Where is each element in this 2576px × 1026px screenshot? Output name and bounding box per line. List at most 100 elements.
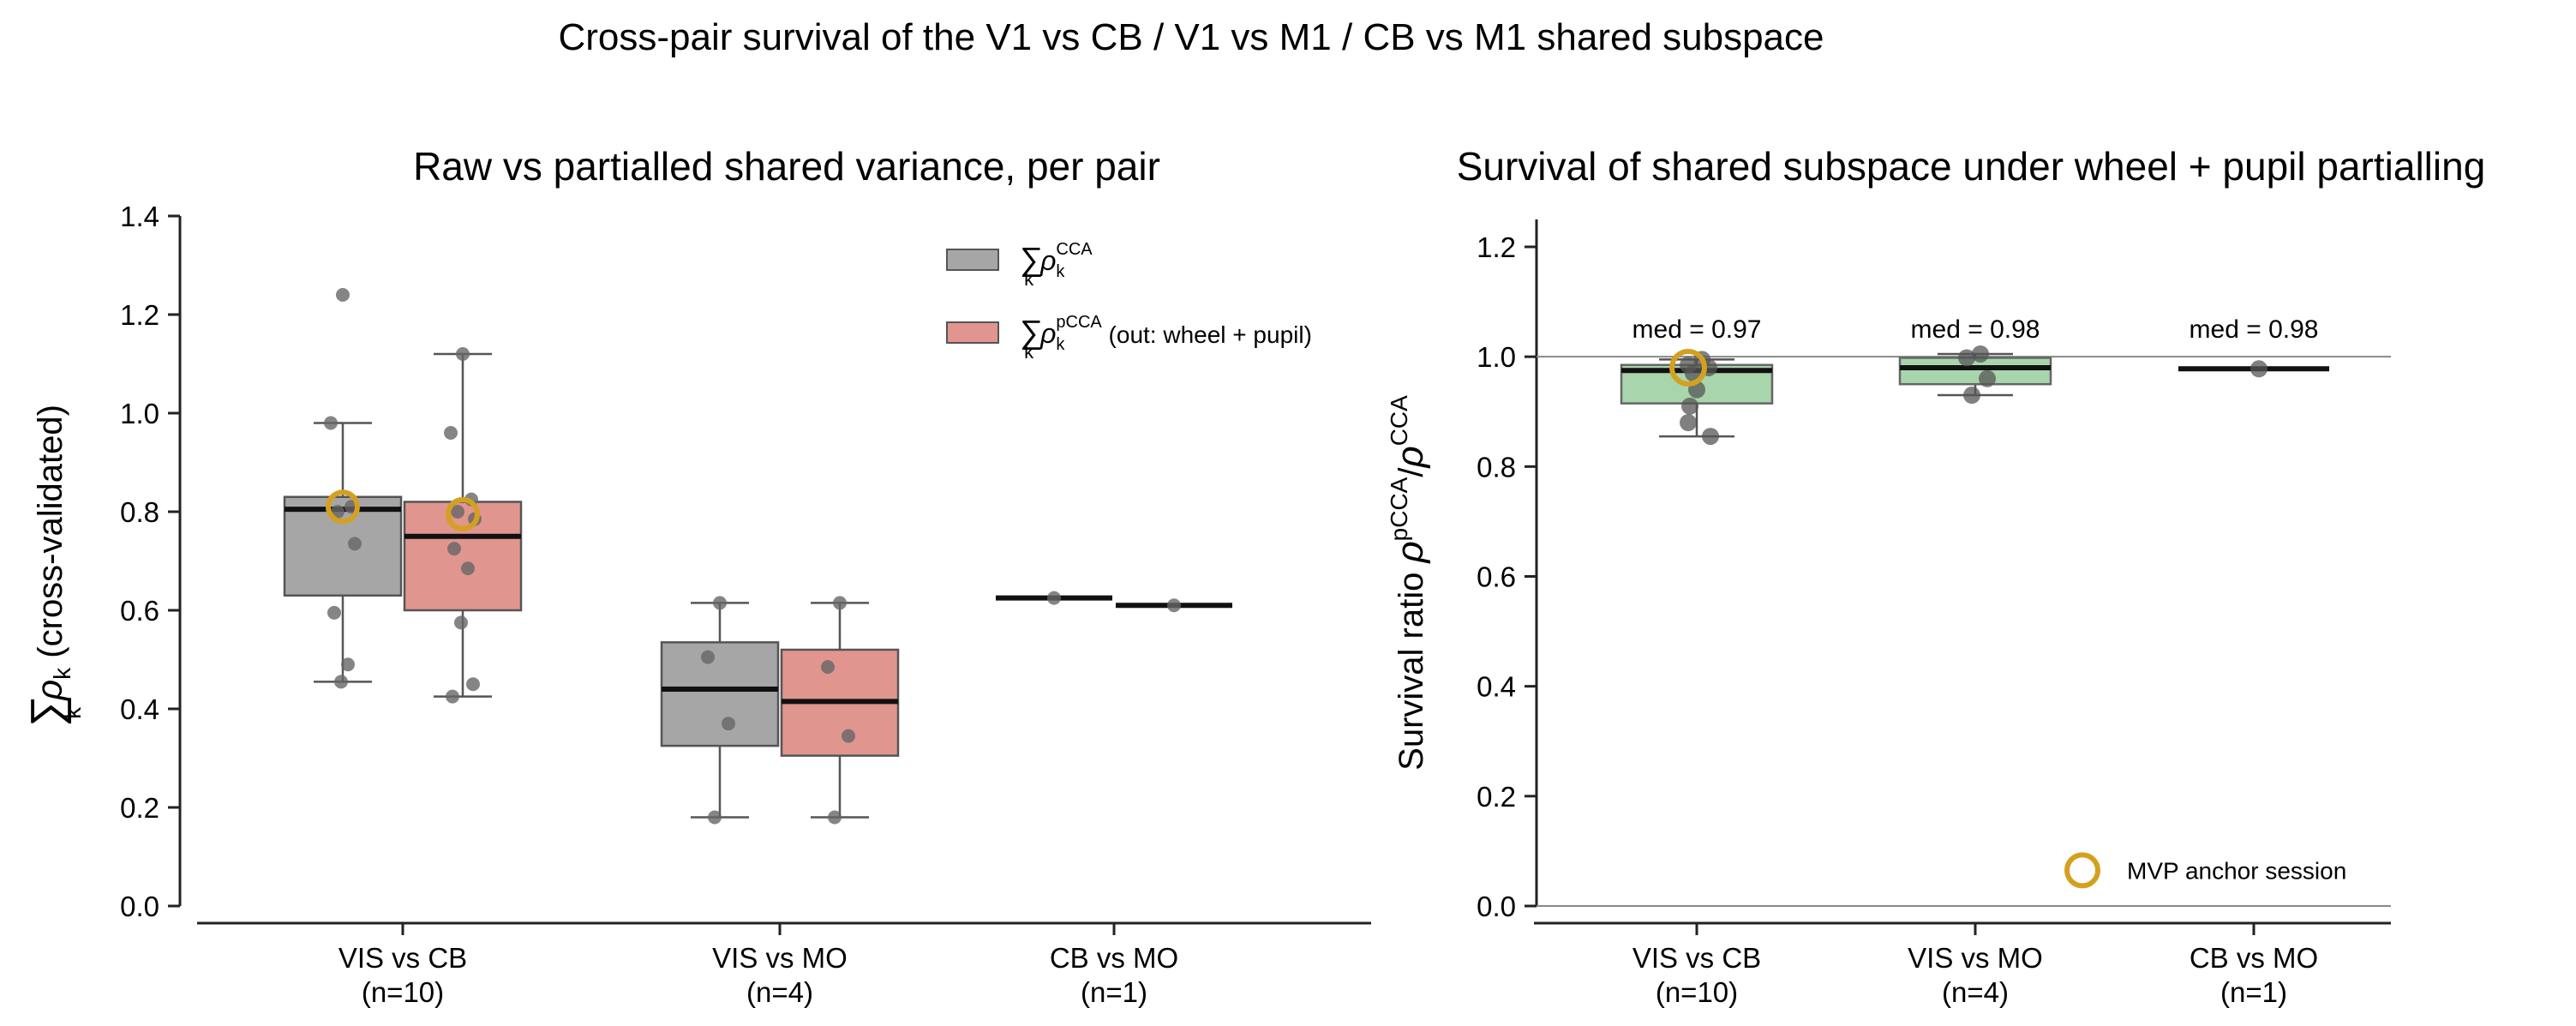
left-x-tick-n: (n=10): [362, 976, 444, 1008]
left-y-axis-label: ∑kρk (cross-validated): [22, 405, 86, 727]
anchor-marker: [1669, 348, 1707, 387]
legend-sum-index: k: [1024, 341, 1034, 363]
right-axes: 0.0 0.2 0.4 0.6 0.8 1.0 1.2 VIS vs CB(n=10) VIS …: [1477, 219, 2391, 1008]
data-point: [708, 810, 722, 825]
data-point: [454, 615, 468, 630]
y-label-superscript-numerator: pCCA: [1386, 477, 1412, 541]
median-label: med = 0.97: [1632, 315, 1762, 344]
data-point: [833, 596, 847, 610]
data-point: [2250, 360, 2267, 378]
left-y-tick-label: 1.4: [120, 201, 159, 232]
left-x-tick-label: VIS vs CB: [338, 942, 467, 974]
panel-survival: Survival of shared subspace under wheel …: [1386, 144, 2485, 1008]
data-point: [1958, 349, 1975, 367]
legend-rho-symbol: ρ: [1039, 245, 1056, 276]
data-point: [331, 505, 344, 519]
right-x-tick-label: VIS vs CB: [1632, 942, 1761, 974]
left-y-tick-label: 0.4: [120, 693, 159, 725]
right-legend: MVP anchor session: [2064, 852, 2346, 889]
data-point: [444, 426, 458, 440]
left-x-tick-label: VIS vs MO: [712, 942, 848, 974]
legend-label: ∑ kρkCCA: [1020, 240, 1093, 290]
y-label-rho-symbol: ρ: [1389, 541, 1431, 564]
legend-rho-symbol: ρ: [1039, 318, 1056, 349]
left-x-tick-label: CB vs MO: [1050, 942, 1178, 974]
right-y-axis-label: Survival ratio ρpCCA/ρCCA: [1386, 395, 1431, 771]
right-x-tick-n: (n=10): [1656, 976, 1738, 1008]
left-legend: ∑ kρkCCA∑ kρkpCCA (out: wheel + pupil): [946, 240, 1312, 363]
data-point: [341, 657, 355, 672]
data-point: [447, 542, 461, 556]
legend-suffix: (out: wheel + pupil): [1102, 321, 1312, 348]
y-label-sum-index: k: [59, 706, 86, 719]
left-panel-title: Raw vs partialled shared variance, per p…: [413, 144, 1160, 189]
y-label-text: (cross-validated): [32, 405, 69, 668]
data-point: [456, 347, 470, 361]
data-point: [1047, 591, 1061, 605]
y-label-sum-symbol: ∑: [22, 695, 72, 727]
legend-rho-index: k: [1056, 262, 1065, 281]
right-y-tick-label: 0.6: [1477, 561, 1516, 593]
right-y-tick-label: 1.2: [1477, 231, 1516, 263]
data-point: [842, 729, 855, 743]
box-iqr: [1898, 357, 2052, 386]
left-axes: 0.0 0.2 0.4 0.6 0.8 1.0 1.2 1.4 VIS vs CB(n=10) V…: [120, 201, 1371, 1008]
data-point: [348, 537, 362, 551]
right-panel-title: Survival of shared subspace under wheel …: [1457, 144, 2486, 189]
right-x-tick-n: (n=4): [1942, 976, 2009, 1008]
median-label: med = 0.98: [1911, 315, 2040, 344]
left-y-tick-label: 0.0: [120, 891, 159, 922]
legend-swatch: [946, 321, 999, 344]
right-x-tick-label: VIS vs MO: [1908, 942, 2043, 974]
legend-sum-symbol: ∑: [1020, 315, 1043, 351]
data-point: [1685, 364, 1702, 382]
legend-sum-symbol: ∑: [1020, 242, 1043, 278]
y-label-slash: /: [1393, 467, 1430, 477]
y-label-superscript-denominator: CCA: [1386, 395, 1412, 446]
left-y-tick-label: 1.0: [120, 398, 159, 429]
legend-superscript: CCA: [1056, 240, 1093, 259]
data-point: [1680, 414, 1697, 432]
data-point: [1681, 397, 1698, 415]
right-y-tick-label: 0.4: [1477, 671, 1516, 703]
data-point: [701, 650, 715, 664]
data-point: [713, 596, 727, 610]
anchor-marker: [326, 489, 360, 525]
left-x-tick-n: (n=4): [746, 976, 813, 1008]
legend-rho-index: k: [1056, 335, 1065, 354]
data-point: [446, 689, 459, 704]
left-y-tick-label: 0.8: [120, 496, 159, 528]
right-y-tick-label: 0.2: [1477, 781, 1516, 813]
data-point: [828, 810, 842, 825]
data-point: [466, 677, 480, 692]
box-iqr: [403, 501, 523, 612]
y-label-rho-symbol-2: ρ: [1389, 446, 1431, 469]
legend-label: ∑ kρkpCCA (out: wheel + pupil): [1020, 313, 1312, 363]
data-point: [324, 416, 338, 430]
box-iqr: [660, 641, 780, 747]
data-point: [336, 288, 350, 302]
left-marks: [283, 288, 1232, 825]
right-y-tick-label: 0.0: [1477, 891, 1516, 922]
left-y-tick-label: 0.6: [120, 595, 159, 627]
anchor-marker: [446, 496, 480, 531]
legend-label: MVP anchor session: [2127, 857, 2346, 884]
data-point: [461, 561, 475, 576]
data-point: [722, 717, 735, 731]
right-y-tick-label: 0.8: [1477, 451, 1516, 483]
y-label-rho-index: k: [49, 667, 75, 680]
data-point: [821, 660, 835, 675]
legend-anchor-marker: [2064, 852, 2100, 889]
data-point: [451, 505, 464, 519]
data-point: [327, 605, 341, 620]
right-y-tick-label: 1.0: [1477, 341, 1516, 373]
y-label-rho-symbol: ρ: [29, 680, 69, 702]
panel-raw-vs-partialled: Raw vs partialled shared variance, per p…: [22, 144, 1371, 1008]
y-label-text: Survival ratio: [1393, 563, 1430, 771]
legend-sum-index: k: [1024, 268, 1034, 290]
median-label: med = 0.98: [2190, 315, 2319, 344]
legend-superscript: pCCA: [1056, 313, 1102, 332]
left-x-tick-n: (n=1): [1081, 976, 1147, 1008]
data-point: [1963, 387, 1980, 405]
